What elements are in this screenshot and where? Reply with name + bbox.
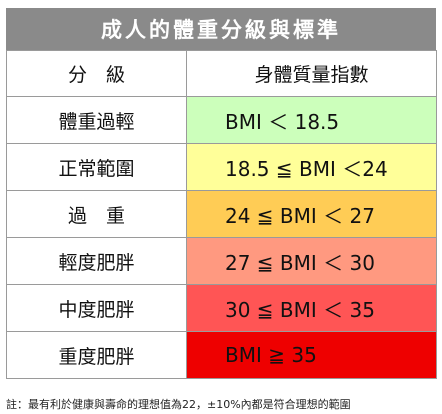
row-category: 體重過輕 [6, 96, 187, 144]
row-range: BMI ≧ 35 [186, 331, 437, 379]
table-row: 正常範圍 18.5 ≦ BMI ＜24 [6, 143, 437, 191]
table-row: 中度肥胖 30 ≦ BMI ＜ 35 [6, 284, 437, 332]
header-category: 分 級 [6, 50, 187, 97]
table-row: 輕度肥胖 27 ≦ BMI ＜ 30 [6, 237, 437, 285]
row-range: 18.5 ≦ BMI ＜24 [186, 143, 437, 191]
row-category: 過 重 [6, 190, 187, 238]
row-range: 24 ≦ BMI ＜ 27 [186, 190, 437, 238]
row-category: 中度肥胖 [6, 284, 187, 332]
footnote: 註：最有利於健康與壽命的理想值為22，±10%內都是符合理想的範圍 [6, 398, 351, 411]
row-category: 輕度肥胖 [6, 237, 187, 285]
row-range: BMI ＜ 18.5 [186, 96, 437, 144]
table-row: 過 重 24 ≦ BMI ＜ 27 [6, 190, 437, 238]
row-category: 重度肥胖 [6, 331, 187, 379]
bmi-table: 分 級 身體質量指數 體重過輕 BMI ＜ 18.5 正常範圍 18.5 ≦ B… [6, 50, 437, 379]
table-row: 重度肥胖 BMI ≧ 35 [6, 331, 437, 379]
table-title: 成人的體重分級與標準 [6, 8, 436, 50]
bmi-standard-sheet: 成人的體重分級與標準 分 級 身體質量指數 體重過輕 BMI ＜ 18.5 正常… [6, 8, 437, 379]
header-row: 分 級 身體質量指數 [6, 50, 437, 97]
row-category: 正常範圍 [6, 143, 187, 191]
row-range: 27 ≦ BMI ＜ 30 [186, 237, 437, 285]
header-range: 身體質量指數 [186, 50, 437, 97]
table-row: 體重過輕 BMI ＜ 18.5 [6, 96, 437, 144]
row-range: 30 ≦ BMI ＜ 35 [186, 284, 437, 332]
